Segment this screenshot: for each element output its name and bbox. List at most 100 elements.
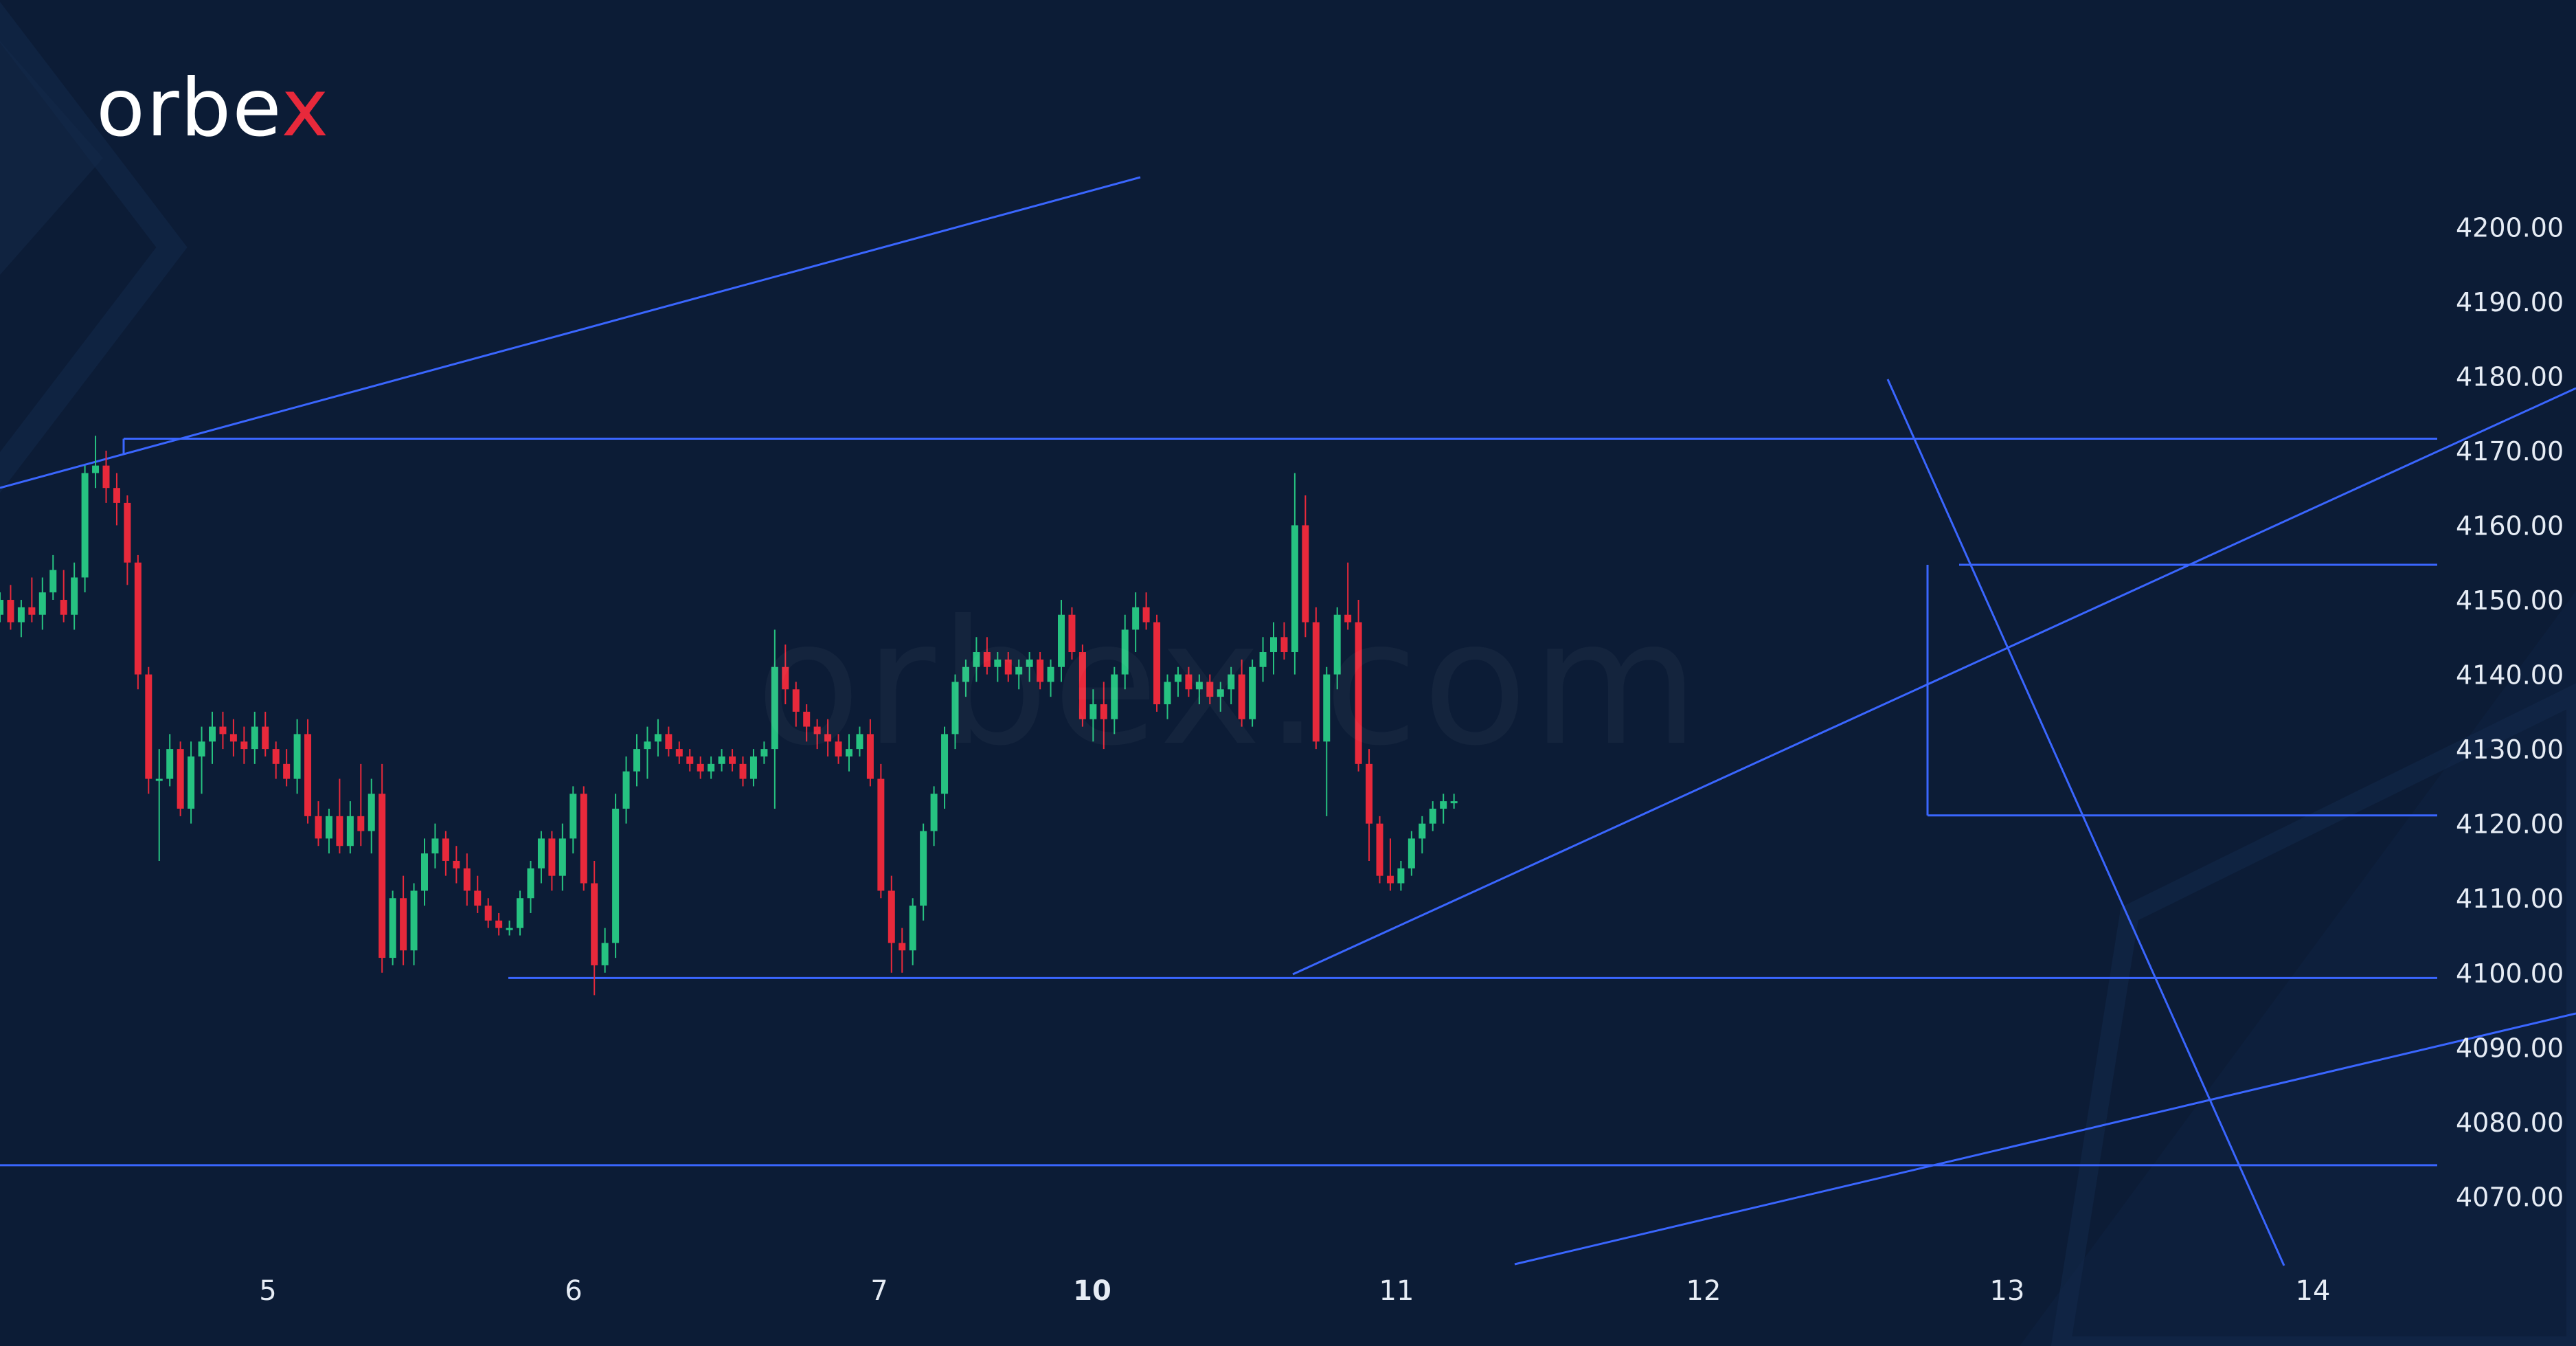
candle-body (1302, 525, 1309, 622)
y-tick-label: 4190.00 (2456, 287, 2564, 317)
candle (474, 875, 482, 913)
candle (835, 734, 842, 764)
candle (1195, 674, 1203, 704)
y-tick-label: 4120.00 (2456, 809, 2564, 840)
candle (272, 741, 280, 779)
candle-body (1450, 801, 1458, 804)
y-tick-label: 4150.00 (2456, 585, 2564, 616)
candle (1312, 607, 1320, 750)
candle-body (177, 749, 184, 809)
candle (1100, 682, 1107, 750)
trend-line (1514, 1012, 2576, 1266)
candle-body (421, 853, 428, 891)
candle-body (1037, 659, 1044, 682)
candle-body (7, 600, 14, 622)
trend-line (1292, 387, 2576, 976)
candle (113, 473, 120, 526)
candle (219, 711, 227, 750)
candle-body (1174, 674, 1182, 682)
candle-body (124, 502, 131, 563)
price-axis: 4200.00 4190.00 4180.00 4170.00 4160.00 4150.… (2456, 212, 2564, 1212)
candle (1450, 794, 1458, 809)
candle (749, 749, 757, 787)
candle (453, 846, 460, 884)
candle-body (1238, 674, 1245, 719)
logo-main: orbe (96, 62, 282, 155)
candle-body (262, 726, 269, 750)
candle-body (484, 906, 492, 921)
candle (442, 831, 449, 876)
candle (188, 741, 195, 824)
candle (612, 794, 620, 958)
candle (1015, 659, 1023, 690)
y-tick-label: 4100.00 (2456, 958, 2564, 989)
x-tick-label: 14 (2296, 1275, 2331, 1307)
candle (293, 719, 301, 794)
candle-body (283, 763, 291, 779)
candle-body (293, 734, 301, 779)
candle (1142, 592, 1150, 630)
candle (633, 734, 640, 787)
candle-body (28, 607, 36, 615)
watermark-text: orbex.com (756, 598, 1703, 770)
candle-body (548, 838, 556, 876)
candle-body (846, 749, 852, 756)
candle (102, 450, 110, 503)
candle (209, 711, 216, 764)
candle (251, 711, 258, 764)
candle-body (1376, 823, 1383, 876)
candle (718, 749, 725, 772)
candle-body (1111, 674, 1118, 719)
candle (1280, 622, 1288, 660)
candle (506, 920, 513, 936)
candle-body (400, 898, 407, 951)
candle (240, 726, 248, 764)
candle (81, 465, 89, 593)
x-tick-label: 10 (1073, 1275, 1111, 1307)
candle-body (1068, 614, 1076, 653)
candle-body (729, 756, 736, 764)
candle-body (166, 749, 174, 779)
x-tick-label: 6 (565, 1275, 582, 1307)
candle-body (1397, 868, 1405, 884)
candle-body (558, 838, 566, 876)
candle (1408, 831, 1415, 876)
candle-body (1089, 704, 1097, 719)
candle-body (1047, 666, 1054, 682)
candle-body (1440, 801, 1447, 809)
candle (1026, 652, 1033, 682)
candle-body (686, 756, 694, 764)
candle-body (1026, 659, 1033, 667)
candle-body (675, 749, 683, 756)
candle-body (272, 749, 280, 764)
candle (336, 778, 343, 854)
candle-body (1386, 875, 1394, 884)
candle (1376, 816, 1383, 884)
candle-body (994, 659, 1002, 667)
candle-body (1078, 652, 1086, 719)
candle-body (644, 741, 651, 750)
candle (601, 928, 609, 973)
candle (824, 719, 832, 756)
candle (973, 637, 980, 682)
candle (580, 786, 587, 891)
candle-body (1249, 666, 1256, 719)
candle-body (909, 906, 916, 951)
candle (729, 749, 736, 772)
candle-body (379, 794, 386, 958)
candle-body (368, 794, 375, 831)
candle (675, 741, 683, 764)
candle (198, 726, 205, 794)
candle (304, 719, 312, 824)
y-tick-label: 4140.00 (2456, 660, 2564, 691)
candle (686, 749, 694, 772)
candle-body (506, 928, 513, 930)
candle-body (60, 600, 67, 615)
candle-body (899, 943, 906, 951)
candle (17, 600, 25, 638)
candle-body (537, 838, 545, 868)
candle-body (1355, 622, 1362, 764)
x-tick-label: 5 (259, 1275, 276, 1307)
candle-body (792, 689, 800, 712)
